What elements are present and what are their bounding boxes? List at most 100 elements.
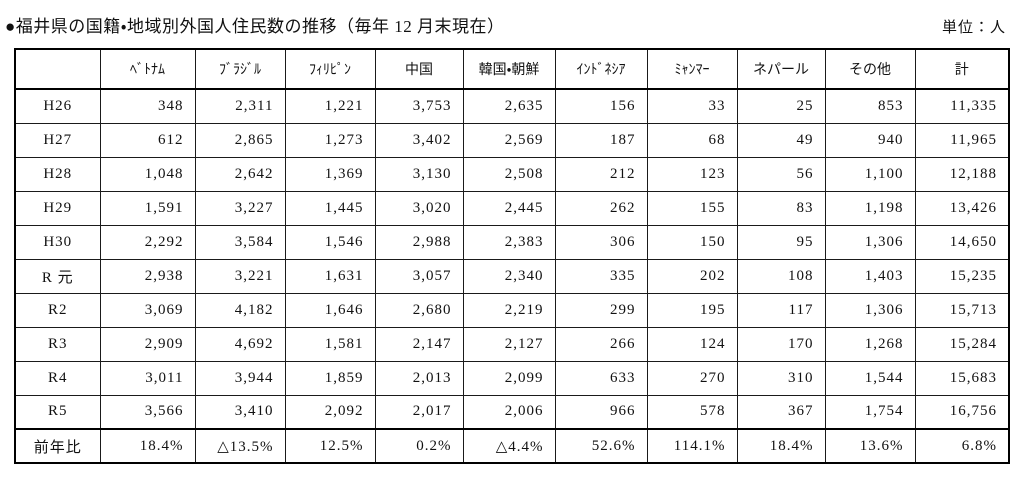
cell-value: 3,227 [194,190,286,226]
column-header-philippines: ﾌｨﾘﾋﾟﾝ [284,48,376,90]
cell-value: 12,188 [914,156,1010,192]
cell-value: 1,445 [284,190,376,226]
cell-value: 2,680 [374,292,464,328]
cell-value: 52.6% [554,428,648,464]
cell-value: 2,569 [462,122,556,158]
column-header-nepal: ネパール [736,48,826,90]
cell-value: 1,221 [284,88,376,124]
cell-value: 2,909 [99,326,196,362]
cell-value: 310 [736,360,826,396]
cell-value: 3,011 [99,360,196,396]
row-label: 前年比 [14,428,101,464]
row-label: R5 [14,394,101,430]
cell-value: 1,859 [284,360,376,396]
cell-value: 83 [736,190,826,226]
cell-value: 2,311 [194,88,286,124]
cell-value: 2,292 [99,224,196,260]
row-label: H26 [14,88,101,124]
unit-label: 単位：人 [941,20,1006,36]
cell-value: 578 [646,394,738,430]
cell-value: 95 [736,224,826,260]
cell-value: 266 [554,326,648,362]
cell-value: 18.4% [99,428,196,464]
row-label: R3 [14,326,101,362]
row-label: H29 [14,190,101,226]
cell-value: 25 [736,88,826,124]
cell-value: 2,099 [462,360,556,396]
column-header-china: 中国 [374,48,464,90]
cell-value: 1,198 [824,190,916,226]
cell-value: 633 [554,360,648,396]
table-row: H26 348 2,311 1,221 3,753 2,635 156 33 25 853 11,3… [14,88,1010,124]
cell-value: 3,057 [374,258,464,294]
cell-value: △4.4% [462,428,556,464]
cell-value: 68 [646,122,738,158]
cell-value: 1,546 [284,224,376,260]
cell-value: 1,306 [824,292,916,328]
cell-value: 14,650 [914,224,1010,260]
row-label: R2 [14,292,101,328]
cell-value: △13.5% [194,428,286,464]
cell-value: 2,383 [462,224,556,260]
cell-value: 6.8% [914,428,1010,464]
cell-value: 306 [554,224,648,260]
cell-value: 15,284 [914,326,1010,362]
title-bar: ●福井県の国籍・地域別外国人住民数の推移（毎年 12 月末現在） 単位：人 [0,0,1024,36]
cell-value: 49 [736,122,826,158]
cell-value: 1,369 [284,156,376,192]
cell-value: 124 [646,326,738,362]
cell-value: 262 [554,190,648,226]
cell-value: 15,713 [914,292,1010,328]
cell-value: 2,340 [462,258,556,294]
cell-value: 212 [554,156,648,192]
cell-value: 3,584 [194,224,286,260]
page-title: ●福井県の国籍・地域別外国人住民数の推移（毎年 12 月末現在） [5,17,505,36]
cell-value: 1,544 [824,360,916,396]
cell-value: 195 [646,292,738,328]
yoy-change-row: 前年比 18.4% △13.5% 12.5% 0.2% △4.4% 52.6% 114.1% 1… [14,428,1010,464]
cell-value: 3,410 [194,394,286,430]
cell-value: 2,642 [194,156,286,192]
table-row: R4 3,011 3,944 1,859 2,013 2,099 633 270 310 1,54… [14,360,1010,396]
cell-value: 853 [824,88,916,124]
cell-value: 348 [99,88,196,124]
cell-value: 2,865 [194,122,286,158]
cell-value: 3,944 [194,360,286,396]
table-row: R3 2,909 4,692 1,581 2,147 2,127 266 124 170 1,26… [14,326,1010,362]
cell-value: 11,335 [914,88,1010,124]
cell-value: 2,006 [462,394,556,430]
column-header-vietnam: ﾍﾞﾄﾅﾑ [99,48,196,90]
header-row: ﾍﾞﾄﾅﾑ ﾌﾞﾗｼﾞﾙ ﾌｨﾘﾋﾟﾝ 中国 韓国・朝鮮 ｲﾝﾄﾞﾈｼｱ ﾐｬﾝ… [14,48,1010,90]
row-label: H30 [14,224,101,260]
cell-value: 15,235 [914,258,1010,294]
cell-value: 1,591 [99,190,196,226]
cell-value: 56 [736,156,826,192]
column-header-korea: 韓国・朝鮮 [462,48,556,90]
cell-value: 11,965 [914,122,1010,158]
cell-value: 367 [736,394,826,430]
cell-value: 2,219 [462,292,556,328]
cell-value: 13,426 [914,190,1010,226]
cell-value: 966 [554,394,648,430]
cell-value: 3,221 [194,258,286,294]
foreign-residents-table: ﾍﾞﾄﾅﾑ ﾌﾞﾗｼﾞﾙ ﾌｨﾘﾋﾟﾝ 中国 韓国・朝鮮 ｲﾝﾄﾞﾈｼｱ ﾐｬﾝ… [14,48,1010,464]
table-row: H27 612 2,865 1,273 3,402 2,569 187 68 49 940 11,9… [14,122,1010,158]
cell-value: 15,683 [914,360,1010,396]
cell-value: 299 [554,292,648,328]
row-label: R 元 [14,258,101,294]
cell-value: 940 [824,122,916,158]
cell-value: 33 [646,88,738,124]
cell-value: 3,566 [99,394,196,430]
cell-value: 18.4% [736,428,826,464]
table-body: H26 348 2,311 1,221 3,753 2,635 156 33 25 853 11,3… [14,88,1010,464]
cell-value: 612 [99,122,196,158]
cell-value: 270 [646,360,738,396]
cell-value: 187 [554,122,648,158]
cell-value: 2,988 [374,224,464,260]
row-label: H28 [14,156,101,192]
cell-value: 170 [736,326,826,362]
cell-value: 2,017 [374,394,464,430]
column-header-other: その他 [824,48,916,90]
column-header-brazil: ﾌﾞﾗｼﾞﾙ [194,48,286,90]
